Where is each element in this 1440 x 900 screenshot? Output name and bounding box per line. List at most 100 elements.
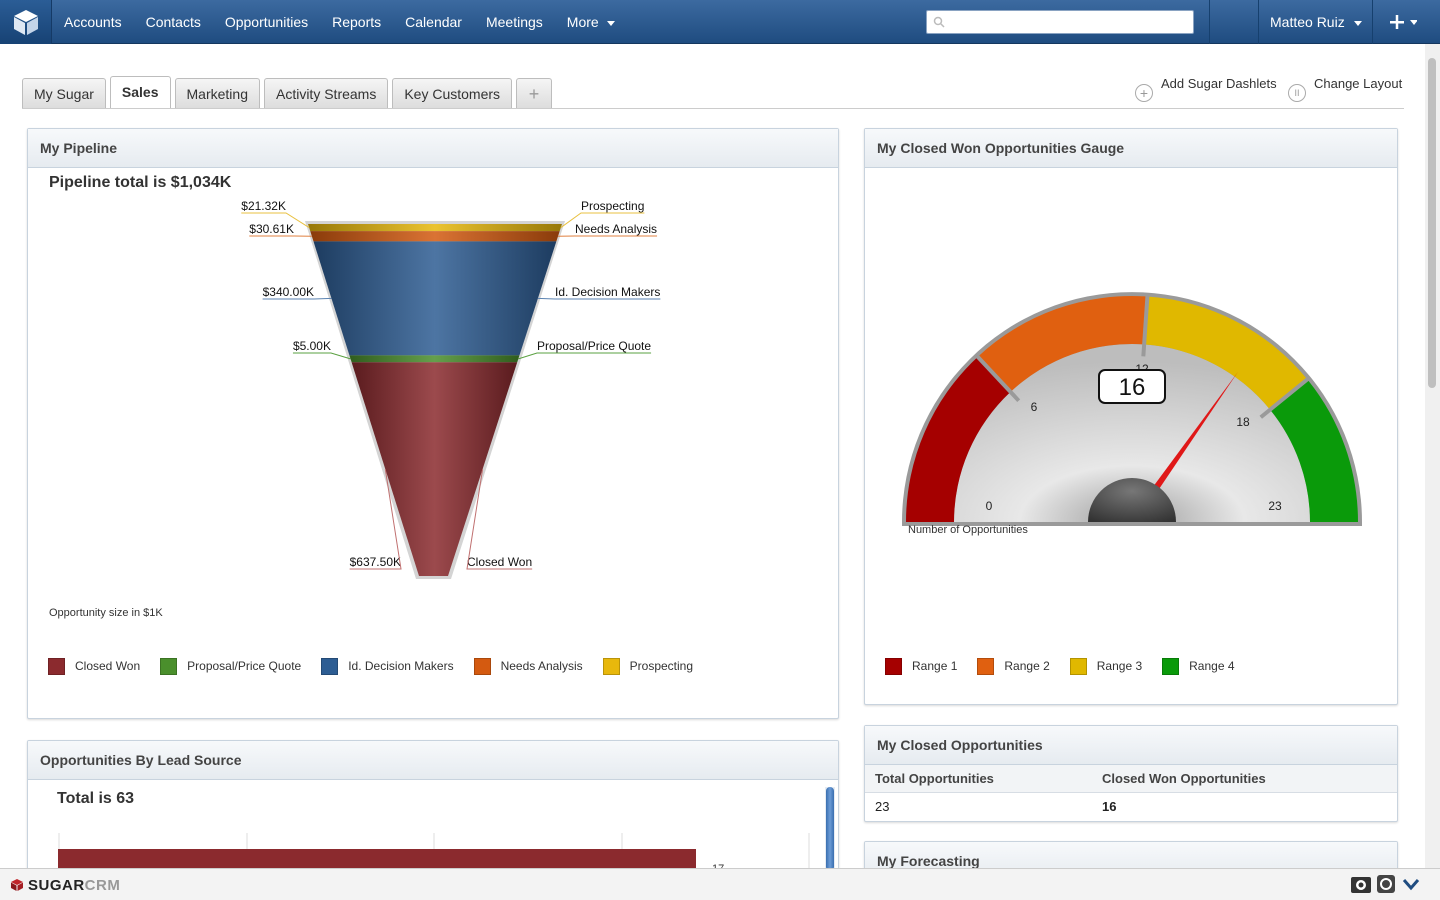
legend-label: Range 2: [1004, 659, 1050, 673]
funnel-leader-line: [292, 352, 351, 360]
brand-sugar: SUGAR: [28, 877, 85, 894]
gauge-baseline: [902, 522, 1362, 526]
sugar-cube-logo-icon[interactable]: [0, 0, 52, 44]
dashlet-title[interactable]: Opportunities By Lead Source: [28, 741, 838, 780]
funnel-value-label: $30.61K: [249, 222, 294, 236]
legend-label: Needs Analysis: [500, 659, 583, 673]
dashlet-title[interactable]: My Closed Opportunities: [865, 726, 1397, 765]
quick-create-button[interactable]: [1380, 0, 1424, 44]
legend-label: Range 4: [1189, 659, 1235, 673]
gauge-hub: [1088, 478, 1176, 522]
total-opportunities-value: 23: [875, 798, 890, 814]
add-tab-button[interactable]: +: [516, 78, 553, 109]
user-menu[interactable]: Matteo Ruiz: [1270, 0, 1362, 44]
funnel-leader-line: [466, 469, 533, 570]
chevron-down-icon[interactable]: [1402, 876, 1420, 895]
funnel-category-label: Closed Won: [467, 555, 532, 569]
legend-swatch: [48, 657, 65, 675]
funnel-leader-line: [518, 352, 652, 360]
funnel-value-label: $5.00K: [293, 339, 331, 353]
legend-label: Id. Decision Makers: [348, 659, 454, 673]
legend-label: Prospecting: [629, 659, 694, 673]
nav-calendar[interactable]: Calendar: [405, 14, 462, 30]
gauge-face: [954, 344, 1310, 522]
funnel-leader-line: [349, 469, 402, 570]
funnel-leader-line: [560, 212, 645, 228]
nav-opportunities[interactable]: Opportunities: [224, 14, 309, 30]
funnel-category-label: Proposal/Price Quote: [537, 339, 651, 353]
legend-item: Prospecting: [602, 656, 694, 676]
layout-icon: II: [1288, 84, 1306, 102]
sugarcrm-footer-logo[interactable]: SUGARCRM: [10, 877, 120, 894]
gauge-value-label: 16: [1119, 374, 1146, 401]
legend-swatch: [977, 657, 995, 675]
top-navigation: Accounts Contacts Opportunities Reports …: [0, 0, 1440, 44]
global-search-input[interactable]: [926, 10, 1194, 34]
cube-icon: [13, 10, 38, 35]
dashlet-title[interactable]: My Closed Won Opportunities Gauge: [865, 129, 1397, 168]
nav-reports[interactable]: Reports: [332, 14, 382, 30]
page-scrollbar[interactable]: [1425, 44, 1440, 868]
lead-source-dashlet: Opportunities By Lead Source Total is 63…: [27, 740, 839, 880]
chart-title: Total is 63: [57, 790, 135, 807]
funnel-category-label: Id. Decision Makers: [555, 285, 660, 299]
tab-marketing[interactable]: Marketing: [174, 78, 260, 109]
user-name: Matteo Ruiz: [1270, 14, 1345, 30]
nav-contacts[interactable]: Contacts: [145, 14, 201, 30]
add-dashlets-label: Add Sugar Dashlets: [1161, 76, 1277, 91]
nav-more[interactable]: More: [555, 0, 627, 44]
scroll-thumb[interactable]: [1428, 58, 1436, 388]
gauge-range-band: [906, 356, 1011, 522]
legend-swatch: [602, 657, 620, 675]
scroll-thumb[interactable]: [826, 787, 834, 871]
legend-item: Proposal/Price Quote: [160, 656, 301, 676]
legend-swatch: [321, 657, 339, 675]
change-layout-button[interactable]: II Change Layout: [1288, 76, 1402, 104]
plus-icon: +: [528, 84, 540, 104]
legend-label: Range 1: [912, 659, 958, 673]
tab-key-customers[interactable]: Key Customers: [392, 78, 513, 109]
tab-my-sugar[interactable]: My Sugar: [22, 78, 106, 109]
dashlet-title[interactable]: My Pipeline: [28, 129, 838, 168]
gauge-tick-label: 6: [1031, 400, 1038, 414]
add-sugar-dashlets-button[interactable]: + Add Sugar Dashlets: [1135, 76, 1277, 104]
legend-swatch: [1162, 657, 1180, 675]
tab-sales[interactable]: Sales: [109, 76, 171, 109]
tab-activity-streams[interactable]: Activity Streams: [263, 78, 389, 109]
funnel-leader-line: [262, 297, 332, 300]
tour-icon[interactable]: [1350, 873, 1372, 898]
dashlet-scrollbar[interactable]: [825, 787, 835, 871]
funnel-segment: [313, 241, 557, 356]
change-layout-label: Change Layout: [1314, 76, 1403, 91]
tabs-divider: [22, 108, 1404, 109]
closed-won-gauge-chart: 0612182316: [902, 292, 1362, 526]
funnel-segment: [308, 224, 562, 232]
nav-meetings[interactable]: Meetings: [485, 14, 543, 30]
legend-item: Needs Analysis: [473, 656, 583, 676]
axis-note: Number of Opportunities: [908, 524, 1028, 536]
column-header: Total Opportunities: [865, 765, 1092, 793]
gauge-value-box: [1098, 369, 1166, 404]
legend-item: Id. Decision Makers: [321, 656, 454, 676]
funnel-segment: [349, 355, 520, 363]
nav-accounts[interactable]: Accounts: [64, 14, 122, 30]
legend-item: Range 4: [1162, 656, 1235, 676]
nav-divider: [1209, 0, 1210, 44]
my-closed-opportunities-dashlet: My Closed Opportunities Total Opportunit…: [864, 725, 1398, 822]
legend-label: Proposal/Price Quote: [187, 659, 302, 673]
chart-title: Pipeline total is $1,034K: [49, 174, 232, 191]
closed-opportunities-table: Total Opportunities Closed Won Opportuni…: [865, 765, 1397, 820]
nav-more-label: More: [566, 14, 599, 30]
my-pipeline-dashlet: My Pipeline Pipeline total is $1,034K $2…: [27, 128, 839, 719]
chevron-down-icon: [606, 20, 615, 26]
brand-crm: CRM: [84, 877, 121, 894]
pipeline-funnel-chart: $21.32K Prospecting $30.61K Needs Analysis $…: [241, 199, 661, 579]
funnel-leader-line: [241, 212, 310, 228]
closed-won-value: 16: [1102, 798, 1117, 814]
cube-icon: [11, 879, 23, 891]
support-icon[interactable]: [1376, 874, 1396, 897]
legend-item: Closed Won: [48, 656, 140, 676]
closed-won-gauge-dashlet: My Closed Won Opportunities Gauge 061218…: [864, 128, 1398, 705]
funnel-segment: [310, 231, 560, 242]
gauge-range-band: [977, 296, 1148, 392]
